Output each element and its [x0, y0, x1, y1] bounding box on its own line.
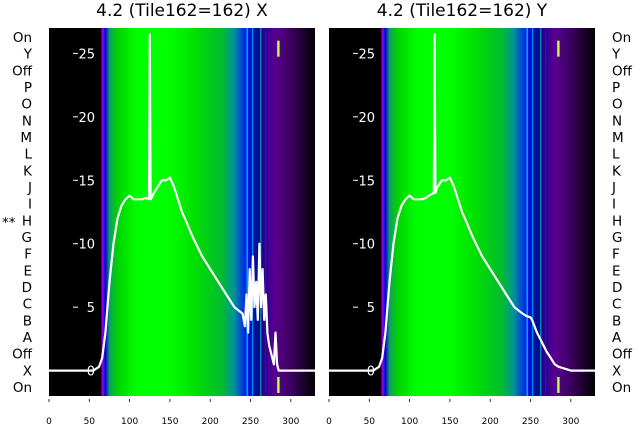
spectrum-marker — [277, 40, 280, 57]
spectrum-streak — [382, 28, 384, 396]
x-tick-label: 0 — [46, 417, 52, 427]
x-tick-label: 200 — [202, 417, 219, 427]
row-label-left: D — [22, 280, 32, 296]
row-label-left: Y — [23, 47, 33, 63]
row-label-left: Off — [12, 63, 33, 79]
row-label-right: N — [612, 113, 622, 129]
row-label-right: D — [612, 280, 622, 296]
y-tick-label: 0 — [87, 365, 95, 380]
row-label-right: Off — [612, 347, 633, 363]
x-tick-label: 250 — [522, 417, 539, 427]
row-label-left: X — [23, 363, 32, 379]
row-label-right: X — [612, 363, 621, 379]
spectrum-streak — [526, 28, 528, 396]
row-label-left: B — [23, 313, 32, 329]
row-label-right: On — [612, 30, 631, 46]
row-label-left: E — [23, 263, 32, 279]
row-label-right: Off — [612, 63, 633, 79]
row-label-right: Y — [611, 47, 621, 63]
row-label-left: N — [22, 113, 32, 129]
trace-line-0 — [329, 33, 595, 372]
row-label-right: On — [612, 380, 631, 396]
row-label-right: M — [612, 130, 624, 146]
row-label-left: H — [22, 213, 32, 229]
x-tick-label: 100 — [121, 417, 138, 427]
y-tick-label: 20 — [358, 111, 375, 126]
spectrum-streak — [246, 28, 248, 396]
x-tick-label: 50 — [364, 417, 376, 427]
spectrum-streak — [540, 28, 542, 396]
spectrum-marker — [557, 40, 560, 57]
y-tick-label: 15 — [358, 174, 375, 189]
spectrum-streak — [252, 28, 254, 396]
spectrum-streak — [545, 28, 547, 396]
x-tick-label: 0 — [326, 417, 332, 427]
row-label-right: K — [612, 163, 622, 179]
y-tick-label: 5 — [87, 301, 95, 316]
x-tick-label: 300 — [562, 417, 579, 427]
x-tick-label: 200 — [482, 417, 499, 427]
row-label-left: Off — [12, 347, 33, 363]
y-tick-label: 10 — [78, 238, 95, 253]
spectrum-marker — [557, 376, 560, 393]
y-tick-label: 20 — [78, 111, 95, 126]
row-label-right: G — [612, 230, 622, 246]
y-tick-label: 0 — [367, 365, 375, 380]
y-tick-label: 25 — [358, 47, 375, 62]
row-label-left: F — [24, 247, 32, 263]
spectrum-streak — [265, 28, 267, 396]
row-label-right: E — [612, 263, 621, 279]
row-label-right: A — [612, 330, 622, 346]
spectrum-streak — [260, 28, 262, 396]
x-tick-label: 100 — [401, 417, 418, 427]
trace-line-0 — [49, 33, 315, 372]
row-label-right: B — [612, 313, 621, 329]
spectrum-streak — [532, 28, 534, 396]
row-label-right: P — [612, 80, 620, 96]
row-label-right: J — [611, 180, 616, 196]
row-label-left: On — [13, 380, 32, 396]
row-label-left: On — [13, 30, 32, 46]
row-label-left: G — [22, 230, 32, 246]
x-tick-label: 150 — [161, 417, 178, 427]
row-label-left: O — [21, 97, 32, 113]
row-label-right: O — [612, 97, 623, 113]
panel-title-x: 4.2 (Tile162=162) X — [96, 1, 268, 21]
row-label-right: L — [612, 147, 620, 163]
x-tick-label: 150 — [441, 417, 458, 427]
y-tick-label: 15 — [78, 174, 95, 189]
row-label-left: I — [28, 197, 32, 213]
row-label-right: H — [612, 213, 622, 229]
row-label-left: A — [23, 330, 33, 346]
row-label-right: I — [612, 197, 616, 213]
x-tick-label: 50 — [84, 417, 96, 427]
row-label-left: J — [27, 180, 32, 196]
row-label-left: K — [23, 163, 33, 179]
row-label-right: C — [612, 297, 621, 313]
row-marker: ** — [2, 215, 16, 231]
x-tick-label: 300 — [282, 417, 299, 427]
row-label-left: P — [24, 80, 32, 96]
y-tick-label: 10 — [358, 238, 375, 253]
y-tick-label: 25 — [78, 47, 95, 62]
row-label-left: L — [24, 147, 32, 163]
row-label-left: M — [20, 130, 32, 146]
x-tick-label: 250 — [242, 417, 259, 427]
row-label-right: F — [612, 247, 620, 263]
panel-title-y: 4.2 (Tile162=162) Y — [377, 1, 548, 21]
spectrum-streak — [102, 28, 104, 396]
y-tick-label: 5 — [367, 301, 375, 316]
row-label-left: C — [23, 297, 32, 313]
spectrum-marker — [277, 376, 280, 393]
